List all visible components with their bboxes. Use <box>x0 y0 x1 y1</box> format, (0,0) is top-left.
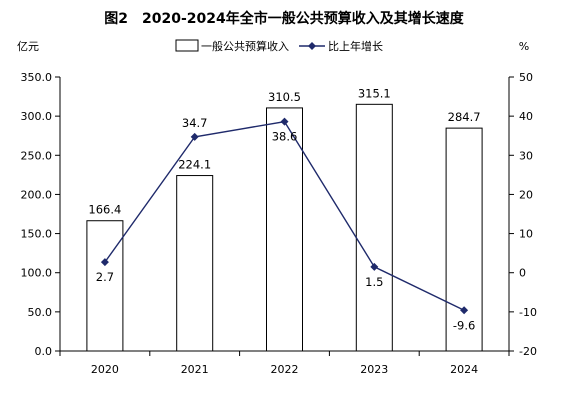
legend-swatch-bar <box>175 39 199 52</box>
left-tick-label: 0.0 <box>35 345 53 358</box>
bar-value-label: 315.1 <box>358 86 391 100</box>
x-tick-label: 2021 <box>181 363 209 376</box>
right-axis-unit: % <box>519 40 529 53</box>
right-tick-label: 20 <box>519 188 533 201</box>
legend-swatch-marker <box>308 42 316 50</box>
left-tick-label: 300.0 <box>21 110 53 123</box>
bar-value-label: 166.4 <box>88 203 121 217</box>
growth-value-label: 1.5 <box>365 275 383 289</box>
left-tick-label: 200.0 <box>21 188 53 201</box>
bar <box>355 103 393 352</box>
right-tick-label: 40 <box>519 110 533 123</box>
left-tick-label: 100.0 <box>21 267 53 280</box>
bars <box>86 103 483 352</box>
growth-marker <box>190 132 199 141</box>
left-tick-label: 350.0 <box>21 71 53 84</box>
right-tick-label: 30 <box>519 149 533 162</box>
x-tick-label: 2023 <box>360 363 388 376</box>
legend-label-growth: 比上年增长 <box>328 39 383 53</box>
growth-marker <box>370 262 379 271</box>
growth-value-label: 38.6 <box>272 130 298 144</box>
data-labels: 166.4 224.1 310.5 315.1 284.7 2.7 34.7 38.6 1.5 -… <box>88 86 480 332</box>
growth-value-label: 34.7 <box>182 116 208 130</box>
right-tick-label: 10 <box>519 228 533 241</box>
axes: 0.0 50.0 100.0 150.0 200.0 250.0 300.0 350.0 -20… <box>21 71 537 376</box>
growth-marker <box>100 258 109 267</box>
legend-label-revenue: 一般公共预算收入 <box>201 39 289 53</box>
right-tick-label: -10 <box>519 306 537 319</box>
bar <box>86 220 124 352</box>
legend: 一般公共预算收入 比上年增长 <box>175 39 383 53</box>
growth-value-label: -9.6 <box>453 318 475 332</box>
x-tick-label: 2024 <box>450 363 478 376</box>
bar-value-label: 224.1 <box>178 158 211 172</box>
right-tick-label: 0 <box>519 267 526 280</box>
right-tick-label: 50 <box>519 71 533 84</box>
growth-value-label: 2.7 <box>96 270 114 284</box>
left-tick-label: 50.0 <box>28 306 53 319</box>
bar-value-label: 310.5 <box>268 90 301 104</box>
x-tick-label: 2020 <box>91 363 119 376</box>
left-tick-label: 150.0 <box>21 228 53 241</box>
bar-value-label: 284.7 <box>448 110 481 124</box>
bar <box>266 107 303 352</box>
chart-title: 图2 2020-2024年全市一般公共预算收入及其增长速度 <box>104 10 464 27</box>
bar <box>176 175 214 352</box>
growth-marker <box>280 117 289 126</box>
growth-line <box>100 117 469 315</box>
left-tick-label: 250.0 <box>21 149 53 162</box>
growth-marker <box>460 306 469 315</box>
left-axis-unit: 亿元 <box>17 40 39 53</box>
x-tick-label: 2022 <box>271 363 299 376</box>
right-tick-label: -20 <box>519 345 537 358</box>
